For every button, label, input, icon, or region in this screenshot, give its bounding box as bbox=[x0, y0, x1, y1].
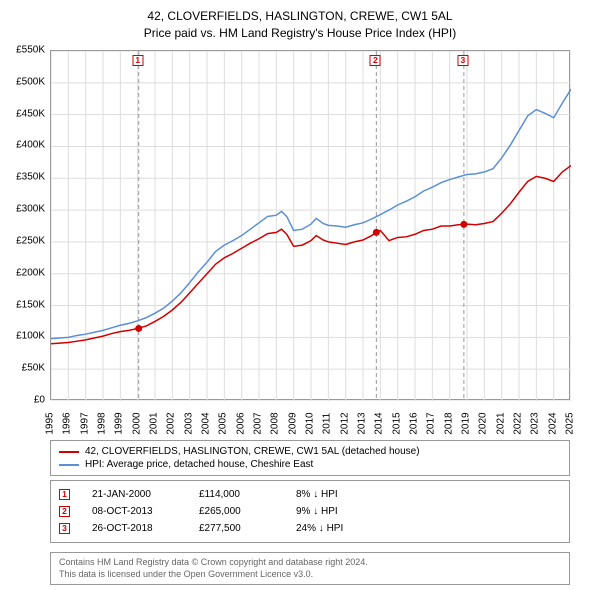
legend-label: HPI: Average price, detached house, Ches… bbox=[85, 459, 313, 470]
event-row: 2 08-OCT-2013 £265,000 9% ↓ HPI bbox=[59, 503, 561, 520]
x-axis-tick-label: 2017 bbox=[426, 409, 437, 439]
y-axis-tick-label: £50K bbox=[5, 363, 45, 374]
legend-item: HPI: Average price, detached house, Ches… bbox=[59, 458, 561, 471]
y-axis-tick-label: £450K bbox=[5, 108, 45, 119]
y-axis-tick-label: £500K bbox=[5, 76, 45, 87]
y-axis-tick-label: £550K bbox=[5, 45, 45, 56]
event-row: 3 26-OCT-2018 £277,500 24% ↓ HPI bbox=[59, 520, 561, 537]
legend-item: 42, CLOVERFIELDS, HASLINGTON, CREWE, CW1… bbox=[59, 445, 561, 458]
x-axis-tick-label: 2015 bbox=[391, 409, 402, 439]
x-axis-tick-label: 1996 bbox=[62, 409, 73, 439]
event-marker-icon: 2 bbox=[59, 506, 70, 517]
y-axis-tick-label: £200K bbox=[5, 267, 45, 278]
x-axis-tick-label: 2000 bbox=[131, 409, 142, 439]
x-axis-tick-label: 2003 bbox=[183, 409, 194, 439]
chart-container: 42, CLOVERFIELDS, HASLINGTON, CREWE, CW1… bbox=[0, 0, 600, 590]
y-axis-tick-label: £300K bbox=[5, 204, 45, 215]
chart-plot-area bbox=[50, 50, 570, 400]
legend-swatch bbox=[59, 464, 79, 466]
attribution-box: Contains HM Land Registry data © Crown c… bbox=[50, 552, 570, 585]
event-diff: 24% ↓ HPI bbox=[296, 523, 376, 534]
title-line-1: 42, CLOVERFIELDS, HASLINGTON, CREWE, CW1… bbox=[0, 8, 600, 25]
x-axis-tick-label: 2002 bbox=[166, 409, 177, 439]
x-axis-tick-label: 2024 bbox=[547, 409, 558, 439]
x-axis-tick-label: 1997 bbox=[79, 409, 90, 439]
title-block: 42, CLOVERFIELDS, HASLINGTON, CREWE, CW1… bbox=[0, 0, 600, 42]
chart-svg bbox=[51, 51, 571, 401]
y-axis-tick-label: £250K bbox=[5, 235, 45, 246]
title-line-2: Price paid vs. HM Land Registry's House … bbox=[0, 25, 600, 42]
legend-box: 42, CLOVERFIELDS, HASLINGTON, CREWE, CW1… bbox=[50, 440, 570, 476]
x-axis-tick-label: 2023 bbox=[530, 409, 541, 439]
legend-label: 42, CLOVERFIELDS, HASLINGTON, CREWE, CW1… bbox=[85, 446, 420, 457]
x-axis-tick-label: 2008 bbox=[270, 409, 281, 439]
x-axis-tick-label: 2009 bbox=[287, 409, 298, 439]
x-axis-tick-label: 2007 bbox=[253, 409, 264, 439]
x-axis-tick-label: 1995 bbox=[45, 409, 56, 439]
x-axis-tick-label: 2012 bbox=[339, 409, 350, 439]
x-axis-tick-label: 2025 bbox=[565, 409, 576, 439]
event-date: 08-OCT-2013 bbox=[92, 506, 177, 517]
event-diff: 8% ↓ HPI bbox=[296, 489, 376, 500]
chart-event-marker: 2 bbox=[370, 55, 381, 66]
x-axis-tick-label: 2019 bbox=[461, 409, 472, 439]
x-axis-tick-label: 2013 bbox=[357, 409, 368, 439]
event-price: £277,500 bbox=[199, 523, 274, 534]
x-axis-tick-label: 1998 bbox=[97, 409, 108, 439]
legend-swatch bbox=[59, 451, 79, 453]
x-axis-tick-label: 2022 bbox=[513, 409, 524, 439]
y-axis-tick-label: £0 bbox=[5, 395, 45, 406]
x-axis-tick-label: 2020 bbox=[478, 409, 489, 439]
event-date: 21-JAN-2000 bbox=[92, 489, 177, 500]
event-marker-icon: 3 bbox=[59, 523, 70, 534]
event-price: £265,000 bbox=[199, 506, 274, 517]
x-axis-tick-label: 2021 bbox=[495, 409, 506, 439]
event-marker-icon: 1 bbox=[59, 489, 70, 500]
chart-event-marker: 1 bbox=[132, 55, 143, 66]
y-axis-tick-label: £400K bbox=[5, 140, 45, 151]
x-axis-tick-label: 2006 bbox=[235, 409, 246, 439]
event-diff: 9% ↓ HPI bbox=[296, 506, 376, 517]
attribution-line: This data is licensed under the Open Gov… bbox=[59, 569, 561, 581]
x-axis-tick-label: 2005 bbox=[218, 409, 229, 439]
event-date: 26-OCT-2018 bbox=[92, 523, 177, 534]
x-axis-tick-label: 2010 bbox=[305, 409, 316, 439]
events-box: 1 21-JAN-2000 £114,000 8% ↓ HPI 2 08-OCT… bbox=[50, 480, 570, 543]
chart-event-marker: 3 bbox=[457, 55, 468, 66]
y-axis-tick-label: £100K bbox=[5, 331, 45, 342]
event-row: 1 21-JAN-2000 £114,000 8% ↓ HPI bbox=[59, 486, 561, 503]
attribution-line: Contains HM Land Registry data © Crown c… bbox=[59, 557, 561, 569]
x-axis-tick-label: 2018 bbox=[443, 409, 454, 439]
event-price: £114,000 bbox=[199, 489, 274, 500]
x-axis-tick-label: 2011 bbox=[322, 409, 333, 439]
x-axis-tick-label: 2004 bbox=[201, 409, 212, 439]
y-axis-tick-label: £350K bbox=[5, 172, 45, 183]
x-axis-tick-label: 2001 bbox=[149, 409, 160, 439]
x-axis-tick-label: 2016 bbox=[409, 409, 420, 439]
y-axis-tick-label: £150K bbox=[5, 299, 45, 310]
x-axis-tick-label: 2014 bbox=[374, 409, 385, 439]
x-axis-tick-label: 1999 bbox=[114, 409, 125, 439]
